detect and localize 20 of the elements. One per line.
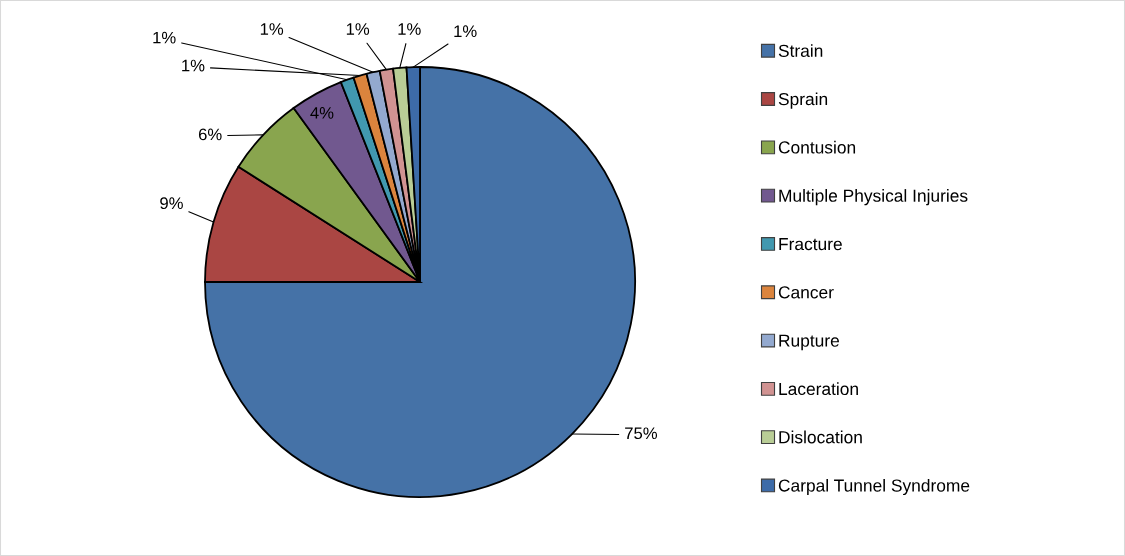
legend-label: Sprain xyxy=(778,92,828,109)
data-label: 75% xyxy=(625,427,658,440)
legend-label: Dislocation xyxy=(779,430,862,444)
data-label: 1% xyxy=(398,23,421,35)
data-label: 1% xyxy=(454,25,477,38)
data-label: 4% xyxy=(310,107,334,119)
data-label: 1% xyxy=(182,59,205,72)
legend-label: Contusion xyxy=(778,140,856,154)
legend-label: Fracture xyxy=(779,238,842,251)
data-label: 6% xyxy=(198,128,222,141)
legend-label: Multiple Physical Injuries xyxy=(779,189,968,206)
data-label: 9% xyxy=(160,197,183,210)
legend-label: Cancer xyxy=(778,286,834,299)
data-label: 1% xyxy=(346,23,370,35)
data-label: 1% xyxy=(260,23,284,35)
legend-label: Rupture xyxy=(779,334,839,351)
legend-label: Laceration xyxy=(779,382,858,396)
legend-label: Carpal Tunnel Syndrome xyxy=(778,478,970,496)
data-label: 1% xyxy=(153,31,176,44)
legend-label: Strain xyxy=(778,44,823,57)
